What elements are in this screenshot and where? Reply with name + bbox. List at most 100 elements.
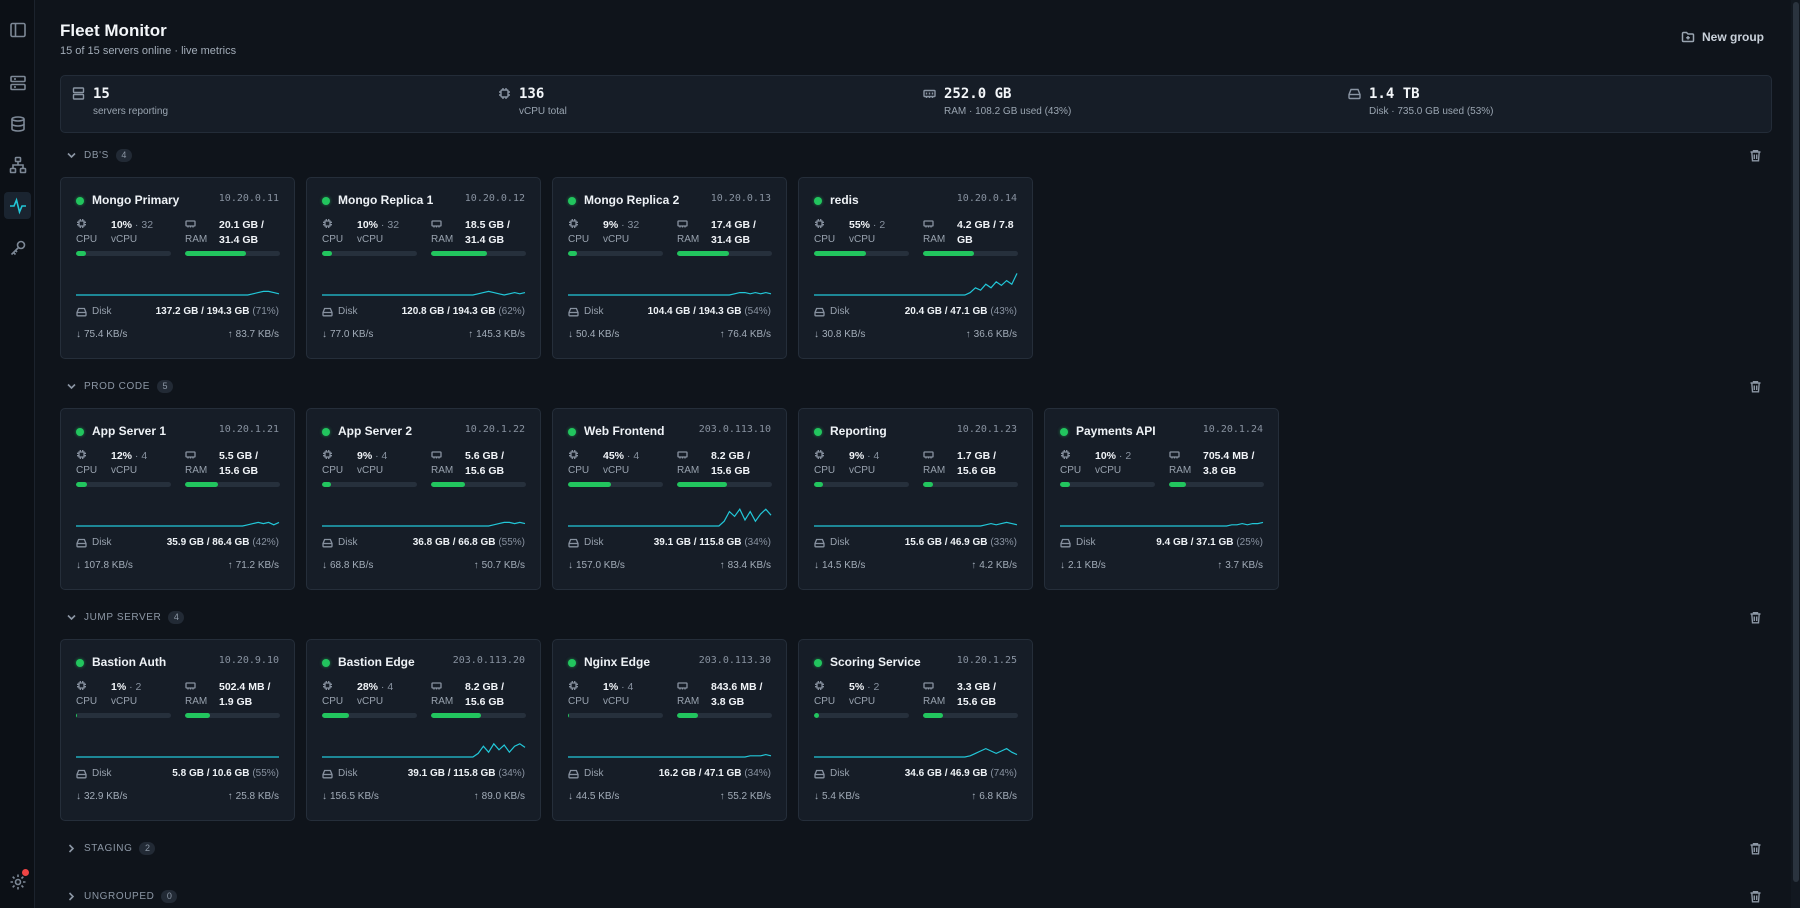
key-nav-icon[interactable] [4,234,31,261]
server-card[interactable]: Mongo Primary 10.20.0.11 CPU 10% · 32 vC… [60,177,295,359]
cpu-usage-bar [814,713,909,718]
server-card[interactable]: Mongo Replica 2 10.20.0.13 CPU 9% · 32 v… [552,177,787,359]
disk-percent: (55%) [252,768,279,779]
cpu-usage: 28% · 4 [357,681,394,693]
summary-vcpu: 136 vCPU total [498,86,567,117]
arrow-up-icon: ↑ [227,329,233,340]
memory-icon [185,682,196,690]
net-up-value: 3.7 KB/s [1225,560,1263,571]
server-card[interactable]: Payments API 10.20.1.24 CPU 10% · 2 vCPU… [1044,408,1279,590]
settings-gear-icon[interactable] [4,868,31,895]
disk-row: Disk 20.4 GB / 47.1 GB (43%) [814,306,1017,317]
network-row: ↓ 14.5 KB/s ↑ 4.2 KB/s [814,560,1017,571]
database-nav-icon[interactable] [4,110,31,137]
group-header[interactable]: STAGING 2 [66,842,156,855]
arrow-up-icon: ↑ [473,560,479,571]
vcpu-label: vCPU [849,696,876,707]
cpu-usage-bar [76,713,171,718]
server-card[interactable]: Bastion Auth 10.20.9.10 CPU 1% · 2 vCPU … [60,639,295,821]
server-name: Mongo Replica 1 [338,193,434,207]
disk-label: Disk [338,537,358,548]
network-sparkline [76,521,280,527]
ram-usage-bar [677,713,772,718]
delete-group-trash-icon[interactable] [1749,611,1762,624]
cpu-usage: 1% · 2 [111,681,142,693]
network-sparkline [1060,521,1264,527]
group-header[interactable]: DB'S 4 [66,149,132,162]
chevron-down-icon[interactable] [66,381,77,392]
sparkline-line [814,747,1018,758]
net-down: ↓ 75.4 KB/s [76,329,127,340]
servers-nav-icon[interactable] [4,69,31,96]
network-nav-icon[interactable] [4,151,31,178]
vcpu-count: 32 [627,219,640,231]
ram-usage-line1: 5.5 GB / [219,450,259,462]
status-online-dot [568,428,576,436]
sidebar-toggle-icon[interactable] [4,16,31,43]
chevron-right-icon[interactable] [66,891,77,902]
server-card[interactable]: Bastion Edge 203.0.113.20 CPU 28% · 4 vC… [306,639,541,821]
ram-usage-line2: 15.6 GB [219,465,259,477]
group-header[interactable]: UNGROUPED 0 [66,890,178,903]
group-header[interactable]: PROD CODE 5 [66,380,173,393]
cpu-icon [323,219,332,228]
disk-icon [814,769,825,778]
ram-usage-bar [677,251,772,256]
ram-usage-fill [185,251,246,256]
cpu-percent: 12% [111,450,133,462]
disk-usage: 39.1 GB / 115.8 GB [407,768,496,779]
chevron-right-icon[interactable] [66,843,77,854]
delete-group-trash-icon[interactable] [1749,890,1762,903]
cpu-usage: 10% · 2 [1095,450,1132,462]
disk-percent: (55%) [498,537,525,548]
server-card[interactable]: Nginx Edge 203.0.113.30 CPU 1% · 4 vCPU … [552,639,787,821]
memory-icon [431,451,442,459]
group-header[interactable]: JUMP SERVER 4 [66,611,185,624]
disk-label: Disk [338,768,358,779]
server-name: App Server 1 [92,424,167,438]
delete-group-trash-icon[interactable] [1749,380,1762,393]
cpu-icon [569,450,578,459]
vcpu-count: 2 [879,219,886,231]
cpu-icon [1061,450,1070,459]
net-up: ↑ 89.0 KB/s [474,791,525,802]
vcpu-count: 2 [873,681,880,693]
sparkline-line [1060,521,1264,527]
cpu-label: CPU [76,465,98,476]
arrow-down-icon: ↓ [322,329,327,340]
activity-nav-icon[interactable] [4,192,31,219]
ram-usage-bar [677,482,772,487]
arrow-down-icon: ↓ [814,560,819,571]
chevron-down-icon[interactable] [66,150,77,161]
cpu-percent: 9% [603,219,619,231]
memory-icon [923,451,934,459]
net-up: ↑ 36.6 KB/s [966,329,1017,340]
ram-label: RAM [677,465,700,476]
new-group-button[interactable]: New group [1681,30,1764,44]
delete-group-trash-icon[interactable] [1749,149,1762,162]
scrollbar-thumb[interactable] [1793,2,1799,882]
ram-usage-bar [185,482,280,487]
ram-usage-fill [185,482,219,487]
server-ip: 10.20.9.10 [218,655,279,666]
server-card[interactable]: Scoring Service 10.20.1.25 CPU 5% · 2 vC… [798,639,1033,821]
network-sparkline [322,290,526,296]
net-up-value: 6.8 KB/s [979,791,1017,802]
net-down: ↓ 14.5 KB/s [814,560,865,571]
server-card[interactable]: Web Frontend 203.0.113.10 CPU 45% · 4 vC… [552,408,787,590]
server-card[interactable]: Reporting 10.20.1.23 CPU 9% · 4 vCPU RAM… [798,408,1033,590]
server-card[interactable]: redis 10.20.0.14 CPU 55% · 2 vCPU RAM 4.… [798,177,1033,359]
chevron-down-icon[interactable] [66,612,77,623]
disk-icon [1348,88,1361,100]
disk-percent: (25%) [1236,537,1263,548]
cpu-usage-bar [76,251,171,256]
server-card[interactable]: App Server 1 10.20.1.21 CPU 12% · 4 vCPU… [60,408,295,590]
ram-usage-line2: 31.4 GB [219,234,259,246]
server-card[interactable]: Mongo Replica 1 10.20.0.12 CPU 10% · 32 … [306,177,541,359]
ram-usage-fill [1169,482,1187,487]
server-card[interactable]: App Server 2 10.20.1.22 CPU 9% · 4 vCPU … [306,408,541,590]
page-scrollbar[interactable] [1791,0,1800,908]
summary-value: 1.4 TB [1369,86,1420,102]
net-down-value: 5.4 KB/s [822,791,860,802]
delete-group-trash-icon[interactable] [1749,842,1762,855]
